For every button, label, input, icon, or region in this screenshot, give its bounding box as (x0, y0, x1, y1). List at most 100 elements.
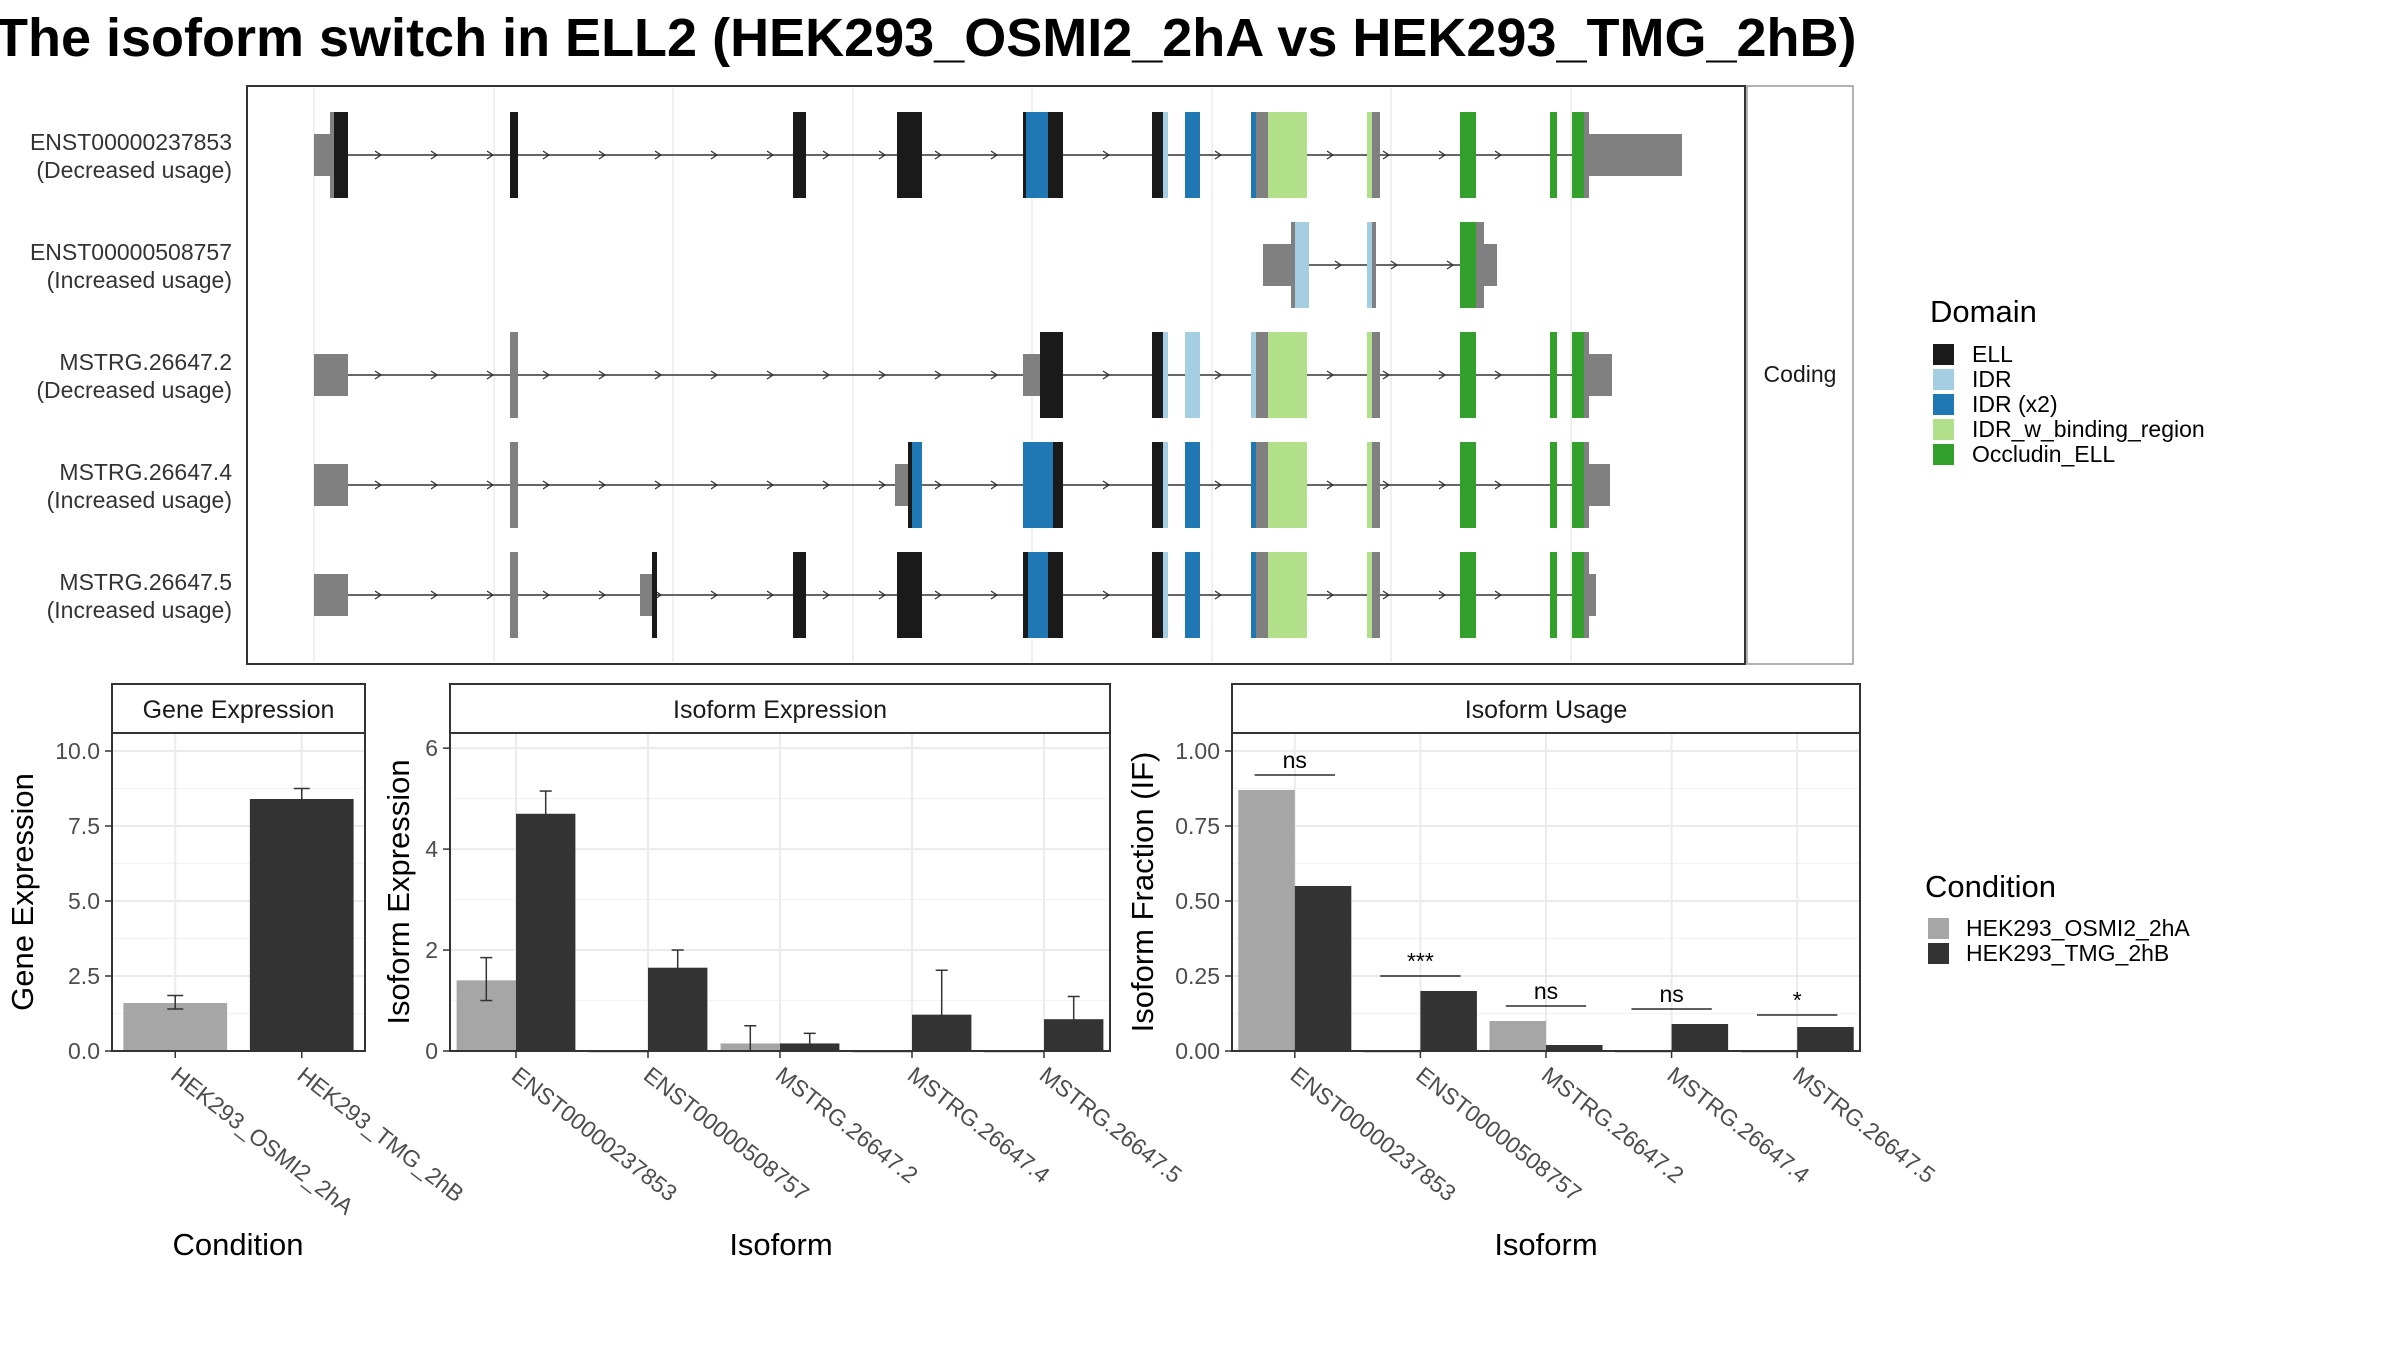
domain-exon (652, 552, 657, 638)
domain-exon (1185, 442, 1200, 528)
y-axis-label: Isoform Expression (381, 759, 416, 1024)
noncoding-exon (510, 332, 518, 418)
bar-HEK293_TMG_2hB (1420, 991, 1477, 1051)
strand-arrow (486, 590, 495, 600)
domain-exon (1460, 222, 1476, 308)
strand-arrow (1446, 260, 1455, 270)
domain-exon (1367, 222, 1372, 308)
condition-key-swatch (1928, 918, 1949, 939)
domain-exon (1040, 332, 1063, 418)
strand-arrow (486, 370, 495, 380)
noncoding-exon (1256, 332, 1268, 418)
bars (123, 787, 354, 1051)
strand-arrow (822, 370, 831, 380)
strand-arrow (1102, 150, 1111, 160)
domain-exon (1572, 112, 1584, 198)
strand-arrow (1382, 370, 1391, 380)
domain-key-swatch (1933, 369, 1954, 390)
domain-exon (1152, 552, 1164, 638)
x-axis-label: Isoform (1494, 1227, 1597, 1262)
y-tick-label: 4 (425, 836, 438, 862)
strand-arrow (654, 480, 663, 490)
y-axis-label: Isoform Fraction (IF) (1125, 752, 1160, 1033)
strand-arrow (1438, 480, 1447, 490)
bar-HEK293_TMG_2hB (516, 813, 576, 1051)
domain-exon (908, 442, 912, 528)
bar-HEK293_OSMI2_2hA (1238, 790, 1295, 1051)
strand-arrow (1494, 150, 1503, 160)
domain-exon (1367, 442, 1372, 528)
strand-arrow (1494, 370, 1503, 380)
utr-exon (640, 574, 652, 616)
coding-facet-label: Coding (1764, 361, 1837, 387)
transcript-2-id: MSTRG.26647.2 (59, 349, 232, 375)
gene-expression-panel: Gene Expression 0.0 2.5 5.0 7.5 10.0 Gene Expr… (5, 683, 469, 1262)
domain-exon (1048, 112, 1063, 198)
y-tick-label: 0.50 (1175, 888, 1220, 914)
domain-exon (1152, 442, 1164, 528)
noncoding-exon (1584, 442, 1589, 528)
strand-arrow (374, 150, 383, 160)
domain-key-label: IDR_w_binding_region (1972, 416, 2205, 442)
noncoding-exon (1256, 552, 1268, 638)
noncoding-exon (1372, 552, 1380, 638)
strand-arrow (934, 370, 943, 380)
domain-exon (1367, 552, 1372, 638)
significance-label: ns (1283, 747, 1307, 773)
y-tick-label: 2 (425, 937, 438, 963)
domain-exon (793, 112, 806, 198)
strand-arrow (542, 370, 551, 380)
strand-arrow (934, 590, 943, 600)
noncoding-exon (1372, 332, 1380, 418)
transcript-0-usage: (Decreased usage) (36, 157, 232, 183)
condition-legend-title: Condition (1925, 869, 2056, 904)
domain-exon (1028, 552, 1048, 638)
domain-key-label: ELL (1972, 341, 2013, 367)
strand-arrow (430, 590, 439, 600)
transcript-row-4 (314, 552, 1596, 638)
y-tick-label: 0.25 (1175, 963, 1220, 989)
domain-exon (1460, 332, 1476, 418)
strand-arrow (878, 370, 887, 380)
significance-label: ns (1659, 981, 1683, 1007)
noncoding-exon (1256, 112, 1268, 198)
strand-arrow (1214, 590, 1223, 600)
domain-exon (1550, 332, 1557, 418)
bar-HEK293_OSMI2_2hA (123, 1003, 228, 1051)
strip (449, 683, 1111, 734)
strand-arrow (1382, 590, 1391, 600)
significance-label: * (1793, 987, 1802, 1013)
strand-arrow (598, 480, 607, 490)
domain-key-label: Occludin_ELL (1972, 441, 2115, 467)
domain-exon (912, 442, 922, 528)
strand-arrow (542, 480, 551, 490)
strand-arrow (710, 590, 719, 600)
utr-exon (314, 574, 348, 616)
transcript-4-usage: (Increased usage) (47, 597, 232, 623)
strand-arrow (1382, 150, 1391, 160)
x-axis-label: Isoform (729, 1227, 832, 1262)
y-tick-label: 0.75 (1175, 813, 1220, 839)
utr-exon (1023, 354, 1040, 396)
domain-exon (1163, 552, 1168, 638)
domain-key-swatch (1933, 394, 1954, 415)
domain-exon (1251, 552, 1256, 638)
strand-arrow (486, 480, 495, 490)
bar-HEK293_TMG_2hB (249, 799, 354, 1051)
domain-exon (1268, 332, 1307, 418)
strand-arrow (822, 590, 831, 600)
noncoding-exon (1584, 112, 1589, 198)
strip (1231, 683, 1861, 734)
strand-arrow (990, 590, 999, 600)
domain-exon (1460, 112, 1476, 198)
bar-HEK293_TMG_2hB (1546, 1045, 1603, 1051)
strand-arrow (654, 370, 663, 380)
strand-arrow (598, 150, 607, 160)
noncoding-exon (1291, 222, 1295, 308)
utr-exon (1484, 244, 1497, 286)
figure-title: The isoform switch in ELL2 (HEK293_OSMI2… (0, 8, 1857, 68)
domain-exon (1295, 222, 1309, 308)
domain-exon (1026, 112, 1048, 198)
